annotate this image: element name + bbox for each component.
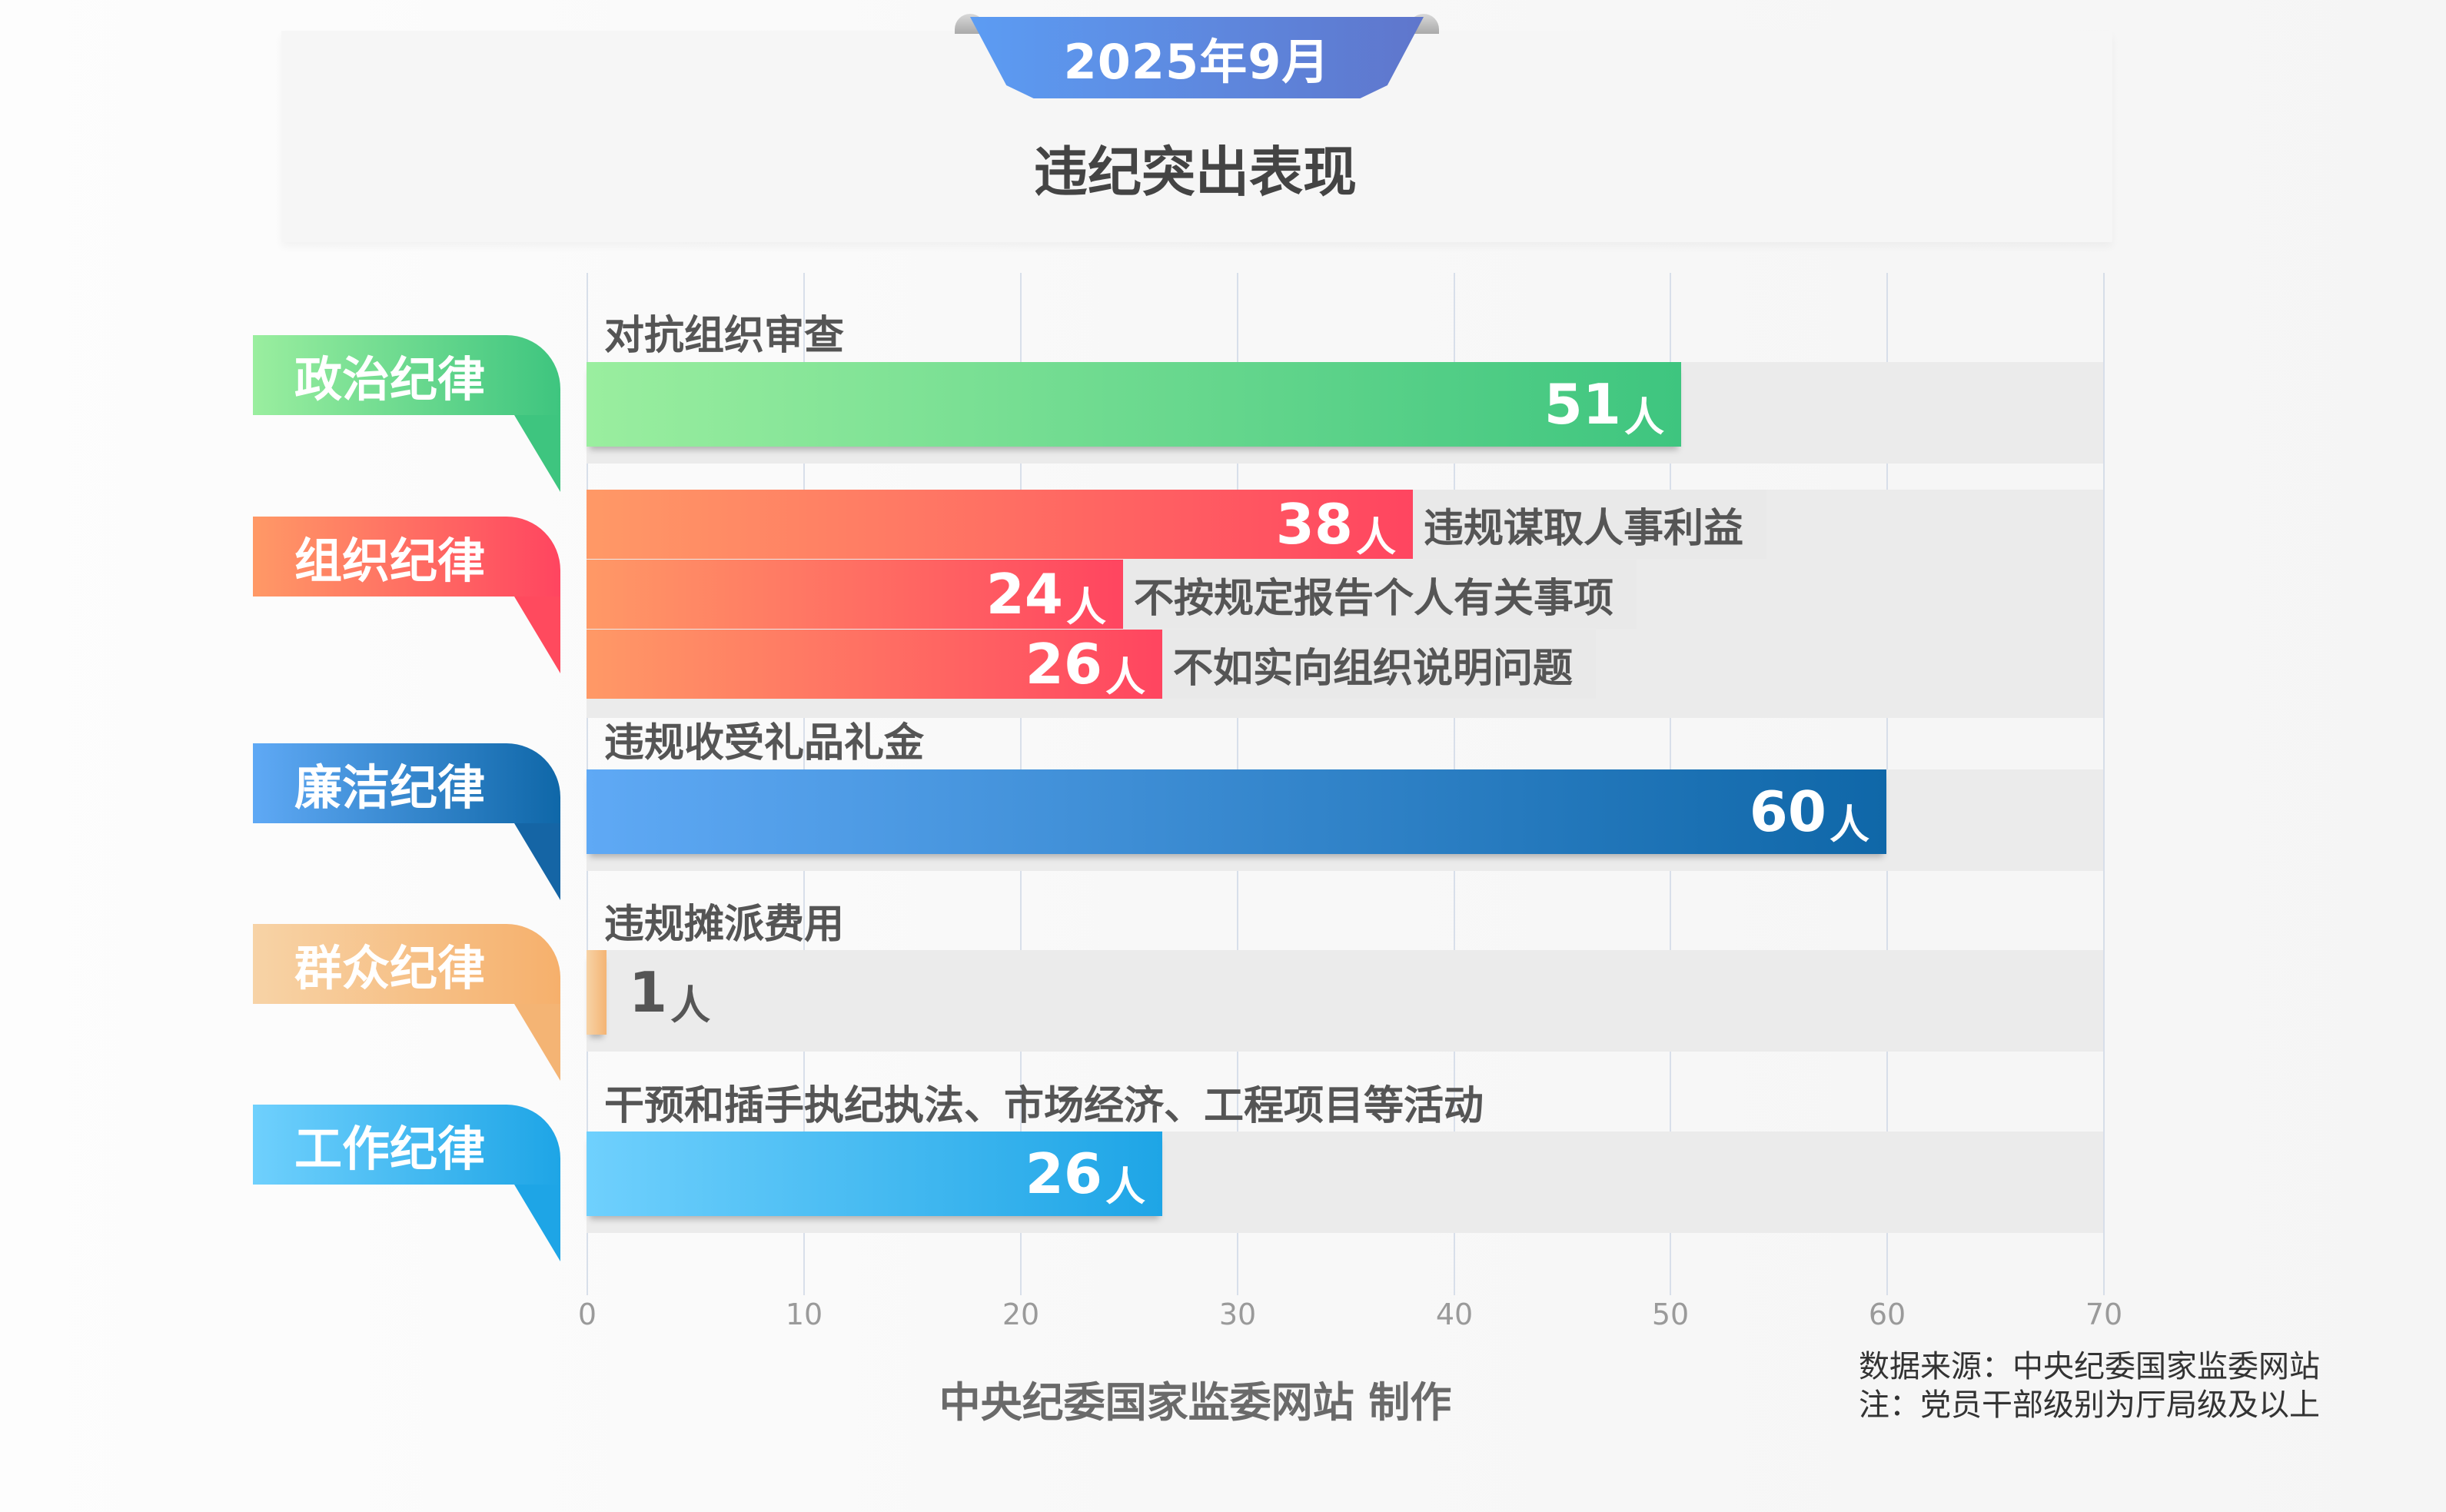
credit-text: 中央纪委国家监委网站 制作 bbox=[939, 1378, 1452, 1427]
bar-value: 60 人 bbox=[1749, 779, 1869, 849]
category-label: 群众纪律 bbox=[294, 940, 486, 996]
x-tick: 40 bbox=[1435, 1298, 1474, 1331]
x-tick: 10 bbox=[785, 1298, 823, 1331]
bar-value: 26 人 bbox=[1025, 632, 1145, 701]
tag-tail-icon bbox=[514, 596, 560, 673]
category-label: 政治纪律 bbox=[294, 351, 486, 407]
bar-desc-org3: 不如实向组织说明问题 bbox=[1162, 630, 1597, 699]
x-tick: 50 bbox=[1651, 1298, 1690, 1331]
x-tick: 0 bbox=[577, 1298, 597, 1331]
bar-row-org3: 26 人 不如实向组织说明问题 bbox=[587, 630, 1597, 701]
tag-tail-icon bbox=[514, 415, 560, 492]
bar-mass bbox=[587, 950, 607, 1035]
bar-org3: 26 人 bbox=[587, 630, 1162, 701]
tag-tail-icon bbox=[514, 823, 560, 900]
category-tag-organization: 组织纪律 bbox=[253, 517, 560, 596]
x-tick: 20 bbox=[1002, 1298, 1040, 1331]
bar-value: 38 人 bbox=[1275, 492, 1396, 561]
gridline-70 bbox=[2103, 273, 2105, 1295]
bar-desc-mass: 违规摊派费用 bbox=[604, 902, 845, 948]
x-tick: 30 bbox=[1218, 1298, 1257, 1331]
track-mass bbox=[587, 950, 2103, 1052]
date-ribbon: 2025年9月 bbox=[970, 17, 1424, 98]
bar-desc-org1: 违规谋取人事利益 bbox=[1413, 490, 1767, 559]
bar-org1: 38 人 bbox=[587, 490, 1413, 561]
bar-desc-work: 干预和插手执纪执法、市场经济、工程项目等活动 bbox=[604, 1083, 1484, 1129]
bar-row-org2: 24 人 不按规定报告个人有关事项 bbox=[587, 560, 1637, 631]
bar-value: 51 人 bbox=[1544, 372, 1664, 441]
category-label: 工作纪律 bbox=[294, 1121, 486, 1177]
note-text: 注：党员干部级别为厅局级及以上 bbox=[1859, 1387, 2320, 1423]
bar-value: 24 人 bbox=[985, 562, 1106, 631]
chart-title: 违纪突出表现 bbox=[1034, 141, 1357, 204]
category-tag-work: 工作纪律 bbox=[253, 1105, 560, 1185]
category-label: 组织纪律 bbox=[294, 533, 486, 589]
x-tick: 60 bbox=[1868, 1298, 1906, 1331]
bar-desc-political: 对抗组织审查 bbox=[604, 313, 845, 359]
bar-integrity: 60 人 bbox=[587, 769, 1886, 854]
bar-work: 26 人 bbox=[587, 1132, 1162, 1216]
bar-row-org1: 38 人 违规谋取人事利益 bbox=[587, 490, 1767, 561]
category-tag-political: 政治纪律 bbox=[253, 335, 560, 415]
category-tag-mass: 群众纪律 bbox=[253, 924, 560, 1004]
bar-desc-org2: 不按规定报告个人有关事项 bbox=[1123, 560, 1637, 629]
bar-political: 51 人 bbox=[587, 362, 1681, 447]
category-label: 廉洁纪律 bbox=[294, 759, 486, 816]
source-text: 数据来源：中央纪委国家监委网站 bbox=[1859, 1349, 2320, 1384]
date-ribbon-text: 2025年9月 bbox=[1063, 34, 1331, 90]
bar-org2: 24 人 bbox=[587, 560, 1123, 631]
bar-desc-integrity: 违规收受礼品礼金 bbox=[604, 720, 925, 766]
x-tick: 70 bbox=[2085, 1298, 2123, 1331]
bar-value: 26 人 bbox=[1025, 1141, 1145, 1211]
tag-tail-icon bbox=[514, 1004, 560, 1081]
category-tag-integrity: 廉洁纪律 bbox=[253, 743, 560, 823]
tag-tail-icon bbox=[514, 1185, 560, 1261]
